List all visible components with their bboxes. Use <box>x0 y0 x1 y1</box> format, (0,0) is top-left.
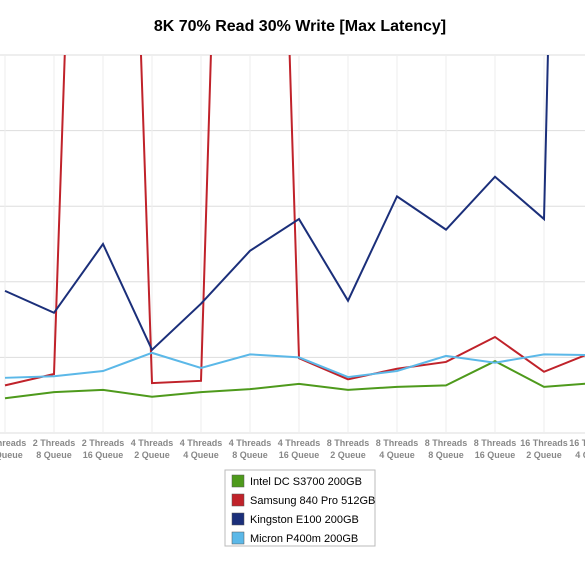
legend-swatch <box>231 474 245 488</box>
x-tick-label: 4 Queue <box>0 450 23 460</box>
x-tick-label: 8 Threads <box>327 438 370 448</box>
x-tick-label: 4 Threads <box>229 438 272 448</box>
legend-swatch <box>231 493 245 507</box>
x-tick-label: 16 Threads <box>520 438 568 448</box>
series-line <box>4 55 585 387</box>
x-tick-label: 16 Queue <box>83 450 124 460</box>
x-tick-label: 8 Queue <box>232 450 268 460</box>
x-tick-label: 2 Threads <box>33 438 76 448</box>
legend-label: Micron P400m 200GB <box>250 533 358 545</box>
x-tick-label: 2 Queue <box>526 450 562 460</box>
x-tick-label: 4 Queue <box>183 450 219 460</box>
x-tick-label: 4 Queue <box>575 450 585 460</box>
x-tick-label: 4 Queue <box>379 450 415 460</box>
x-tick-label: 16 Threads <box>569 438 585 448</box>
x-tick-label: 4 Threads <box>278 438 321 448</box>
x-tick-label: 2 Queue <box>134 450 170 460</box>
x-tick-label: 8 Queue <box>36 450 72 460</box>
legend-label: Samsung 840 Pro 512GB <box>250 495 375 507</box>
x-tick-label: 2 Threads <box>82 438 125 448</box>
legend-swatch <box>231 512 245 526</box>
series-line <box>4 351 585 379</box>
legend-label: Intel DC S3700 200GB <box>250 476 362 488</box>
series-line <box>4 55 549 352</box>
x-tick-label: 4 Threads <box>180 438 223 448</box>
x-tick-label: 16 Queue <box>475 450 516 460</box>
x-tick-label: 8 Threads <box>474 438 517 448</box>
x-tick-label: 4 Threads <box>131 438 174 448</box>
legend <box>224 469 376 547</box>
legend-swatch <box>231 531 245 545</box>
chart-title: 8K 70% Read 30% Write [Max Latency] <box>154 18 446 35</box>
series-line <box>4 360 585 400</box>
legend-label: Kingston E100 200GB <box>250 514 359 526</box>
x-tick-label: 2 Queue <box>330 450 366 460</box>
x-tick-label: 16 Queue <box>279 450 320 460</box>
x-tick-label: 8 Threads <box>376 438 419 448</box>
x-tick-label: 8 Threads <box>425 438 468 448</box>
x-tick-label: 2 Threads <box>0 438 26 448</box>
x-tick-label: 8 Queue <box>428 450 464 460</box>
